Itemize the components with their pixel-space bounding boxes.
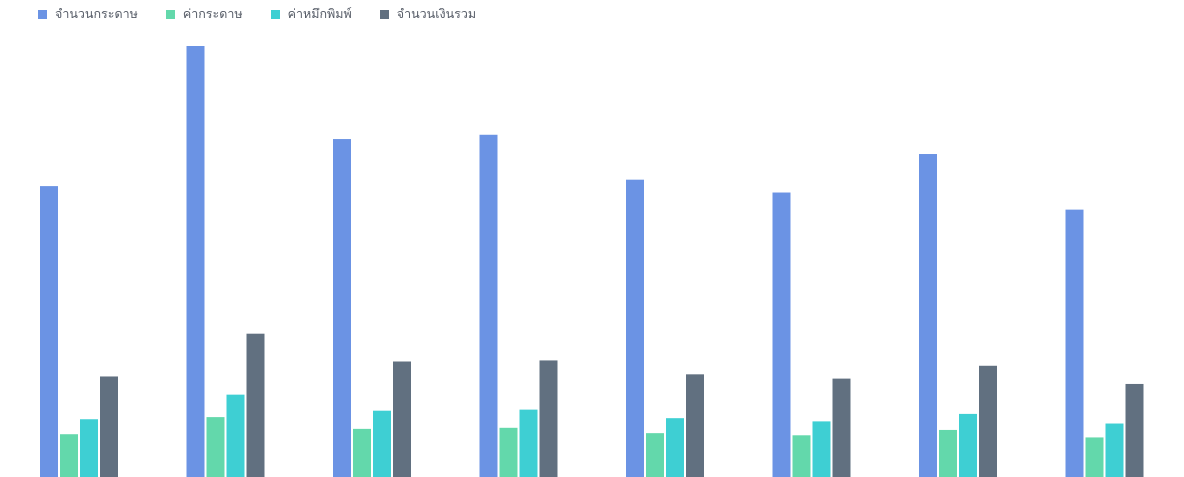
bar-series-2-group-5[interactable]: [646, 433, 664, 477]
bar-series-2-group-2[interactable]: [206, 417, 225, 477]
legend-label-ink-cost: ค่าหมึกพิมพ์: [287, 6, 352, 21]
bar-series-4-group-2[interactable]: [246, 333, 265, 477]
bar-group-7: [919, 154, 997, 477]
bar-series-3-group-5[interactable]: [666, 418, 684, 477]
bar-group-6: [772, 192, 851, 477]
bar-series-3-group-4[interactable]: [519, 409, 538, 477]
bar-series-2-group-4[interactable]: [499, 427, 518, 477]
bar-series-2-group-1[interactable]: [60, 434, 78, 477]
bar-series-1-group-5[interactable]: [626, 179, 644, 477]
bar-series-1-group-6[interactable]: [772, 192, 791, 477]
bar-series-4-group-4[interactable]: [539, 360, 558, 477]
bar-series-4-group-5[interactable]: [686, 374, 704, 477]
legend-swatch-total-amount: [379, 9, 389, 19]
bar-series-4-group-6[interactable]: [832, 378, 851, 477]
legend-item-paper-cost[interactable]: ค่ากระดาษ: [165, 4, 243, 24]
legend-label-paper-count: จำนวนกระดาษ: [55, 6, 138, 21]
bar-series-1-group-2[interactable]: [186, 46, 205, 477]
bar-series-2-group-3[interactable]: [353, 428, 371, 477]
legend-swatch-paper-cost: [165, 9, 175, 19]
legend-item-total-amount[interactable]: จำนวนเงินรวม: [379, 4, 477, 24]
bar-series-2-group-8[interactable]: [1085, 437, 1104, 477]
bar-series-1-group-3[interactable]: [333, 139, 351, 477]
legend-swatch-ink-cost: [270, 9, 280, 19]
bar-group-3: [333, 139, 411, 477]
bar-series-2-group-7[interactable]: [939, 429, 957, 477]
legend-swatch-paper-count: [38, 9, 47, 19]
bar-series-1-group-8[interactable]: [1065, 209, 1084, 477]
legend-item-paper-count[interactable]: จำนวนกระดาษ: [38, 4, 138, 24]
bar-series-4-group-3[interactable]: [393, 361, 411, 477]
bar-series-3-group-3[interactable]: [373, 410, 391, 477]
legend-label-total-amount: จำนวนเงินรวม: [396, 6, 477, 21]
bar-group-2: [186, 46, 265, 477]
bar-series-3-group-7[interactable]: [959, 413, 977, 477]
bar-group-1: [40, 186, 118, 477]
bar-series-1-group-7[interactable]: [919, 154, 937, 477]
bar-group-8: [1065, 209, 1144, 477]
bar-series-4-group-8[interactable]: [1125, 383, 1144, 477]
bar-series-3-group-6[interactable]: [812, 421, 831, 477]
bar-series-4-group-1[interactable]: [100, 376, 118, 477]
bar-series-1-group-1[interactable]: [40, 186, 58, 477]
bar-series-1-group-4[interactable]: [479, 134, 498, 477]
bar-series-4-group-7[interactable]: [979, 365, 997, 477]
bar-series-2-group-6[interactable]: [792, 435, 811, 477]
bar-series-3-group-8[interactable]: [1105, 423, 1124, 477]
bar-series-3-group-2[interactable]: [226, 394, 245, 477]
legend-item-ink-cost[interactable]: ค่าหมึกพิมพ์: [270, 4, 352, 24]
bar-series-3-group-1[interactable]: [80, 419, 98, 477]
bar-group-4: [479, 134, 558, 477]
legend-label-paper-cost: ค่ากระดาษ: [182, 6, 243, 21]
chart-legend: จำนวนกระดาษ ค่ากระดาษ ค่าหมึกพิมพ์ จำนวน…: [38, 4, 476, 24]
bar-group-5: [626, 179, 704, 477]
